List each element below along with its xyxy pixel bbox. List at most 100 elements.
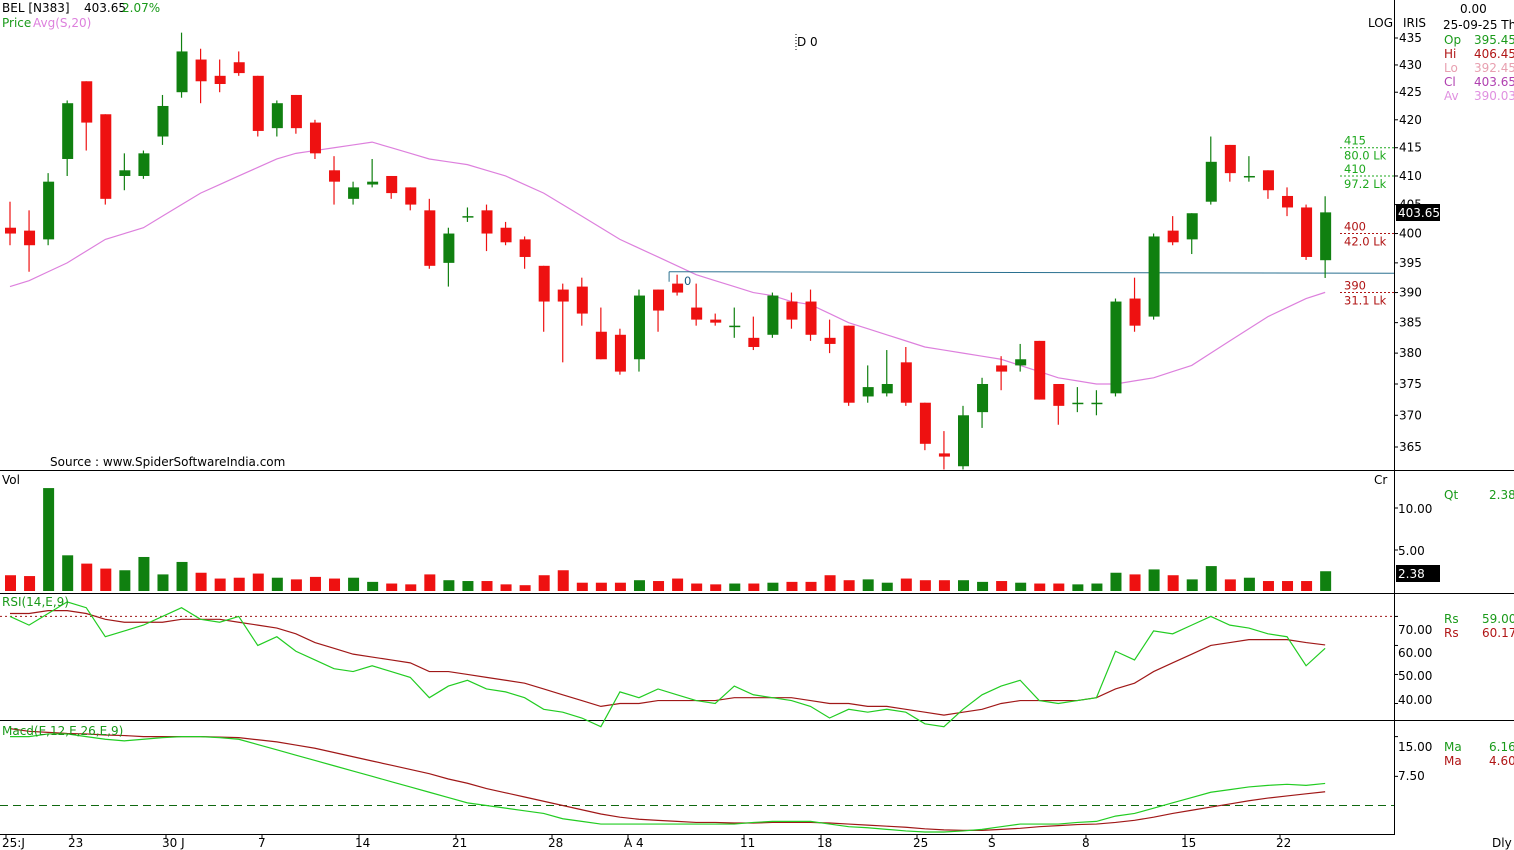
volume-bar	[710, 584, 722, 591]
volume-bar	[938, 580, 950, 591]
price-series-label: Price	[2, 16, 31, 30]
volume-bar	[1243, 577, 1255, 591]
volume-bar	[786, 581, 798, 591]
candle-body	[900, 362, 912, 403]
volume-bar	[176, 561, 188, 591]
rsi-readout-1-label: Rs	[1444, 612, 1459, 626]
x-axis-label: 23	[68, 836, 83, 850]
candle-body	[271, 103, 283, 129]
macd-lines-group	[0, 728, 1398, 833]
volume-bar	[81, 563, 93, 591]
x-axis-label: S	[988, 836, 996, 850]
candle-body	[1320, 212, 1332, 261]
macd-readout-1-value: 6.16	[1489, 740, 1514, 754]
macd-tick-15: 15.00	[1398, 740, 1432, 754]
avg-series-label: Avg(S,20)	[33, 16, 91, 30]
candle-body	[309, 122, 321, 154]
candle-body	[367, 181, 379, 185]
volume-bar	[633, 580, 645, 591]
rsi-signal-line	[10, 610, 1326, 716]
volume-bar	[1224, 579, 1236, 591]
volume-bar	[1262, 581, 1274, 591]
macd-line	[10, 733, 1326, 833]
qt-label: Qt	[1444, 488, 1458, 502]
price-tick-label: 435	[1399, 31, 1422, 45]
volume-bars-group	[5, 488, 1398, 591]
volume-bar	[748, 583, 760, 591]
volume-bar	[100, 568, 112, 591]
volume-bar	[157, 574, 169, 591]
x-axis-label: 8	[1082, 836, 1090, 850]
volume-bar	[271, 577, 283, 591]
candle-body	[481, 210, 493, 234]
volume-bar	[138, 556, 150, 591]
candle-body	[919, 402, 931, 444]
price-tick-label: 430	[1399, 58, 1422, 72]
price-tick-label: 385	[1399, 316, 1422, 330]
volume-bar	[900, 578, 912, 591]
period-label: Dly	[1492, 836, 1512, 850]
candle-body	[1301, 207, 1313, 257]
volume-tick-5: 5.00	[1398, 544, 1425, 558]
level-price-label: 410	[1344, 162, 1366, 176]
candle-body	[1148, 236, 1160, 317]
level-volume-label: 42.0 Lk	[1344, 235, 1387, 249]
volume-bar	[672, 578, 684, 591]
price-tick-label: 390	[1399, 286, 1422, 300]
volume-bar	[24, 576, 36, 591]
macd-signal-line	[9, 728, 1326, 832]
candle-body	[614, 334, 626, 372]
level-price-label: 415	[1344, 134, 1366, 148]
level-price-label: 400	[1344, 220, 1366, 234]
source-label: Source : www.SpiderSoftwareIndia.com	[50, 455, 285, 469]
level-price-label: 390	[1344, 279, 1366, 293]
candle-body	[1282, 195, 1294, 208]
volume-bar	[1301, 581, 1313, 591]
candle-body	[138, 153, 150, 176]
volume-tick-10: 10.00	[1398, 502, 1432, 516]
volume-bar	[1148, 569, 1160, 591]
price-tick-label: 415	[1399, 141, 1422, 155]
price-tick-label: 400	[1399, 227, 1422, 241]
volume-bar	[729, 583, 741, 591]
x-axis-label: 18	[817, 836, 832, 850]
candle-body	[157, 105, 169, 137]
volume-bar	[405, 584, 417, 591]
volume-bar	[443, 580, 455, 591]
volume-bar	[195, 572, 207, 591]
volume-bar	[348, 577, 360, 591]
log-scale-label: LOG	[1368, 16, 1393, 30]
last-price-label: 403.65	[84, 1, 126, 15]
candle-body	[996, 365, 1008, 372]
volume-bar	[1320, 571, 1332, 591]
candle-body	[519, 239, 531, 257]
ohlc-low-label: Lo	[1444, 61, 1458, 75]
volume-bar	[881, 582, 893, 591]
price-tick-label: 410	[1399, 169, 1422, 183]
volume-bar	[519, 585, 531, 591]
candle-body	[290, 94, 302, 129]
x-axis-label: 28	[548, 836, 563, 850]
price-tick-label: 425	[1399, 85, 1422, 99]
ohlc-open-value: 395.45	[1474, 33, 1514, 47]
volume-bar	[252, 573, 264, 591]
x-axis-label: 25	[913, 836, 928, 850]
ohlc-avg-value: 390.03	[1474, 89, 1514, 103]
price-tick-label: 370	[1399, 408, 1422, 422]
volume-bar	[653, 581, 665, 591]
rsi-tick-70: 70.00	[1398, 623, 1432, 637]
x-axis-label: 15	[1181, 836, 1196, 850]
volume-bar	[1129, 574, 1141, 591]
candle-body	[691, 307, 703, 320]
volume-bar	[1282, 581, 1294, 591]
candle-body	[119, 170, 131, 176]
candle-body	[786, 301, 798, 320]
price-tick-label: 365	[1399, 440, 1422, 454]
candle-body	[424, 210, 436, 266]
ohlc-low-value: 392.45	[1474, 61, 1514, 75]
candle-body	[1072, 402, 1084, 405]
level-marker-label: 0	[684, 274, 691, 288]
candle-body	[538, 265, 550, 302]
rsi-readout-2-value: 60.17	[1482, 626, 1514, 640]
